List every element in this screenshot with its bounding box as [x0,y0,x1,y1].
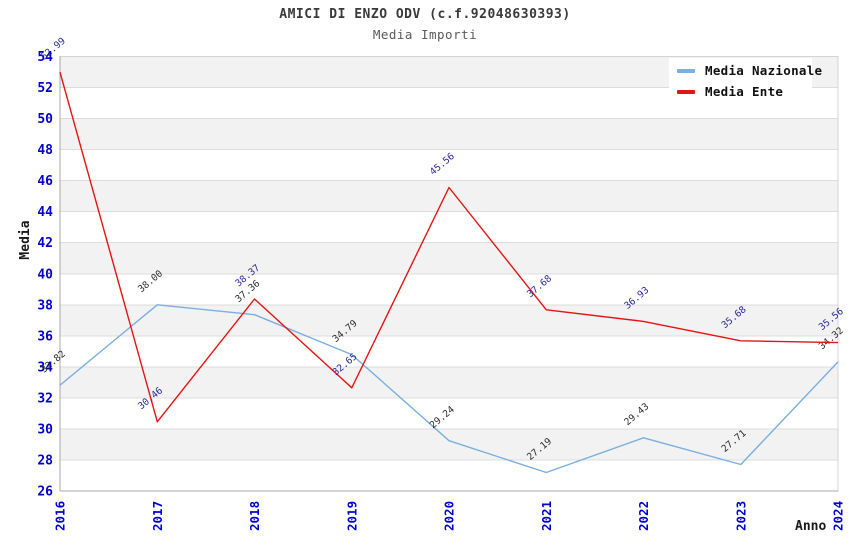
legend-line-nazionale-icon [677,68,695,73]
legend-label: Media Nazionale [705,63,823,78]
y-axis-title: Media [18,220,33,259]
series-line-media-nazionale [59,304,839,474]
y-tick-label: 40 [37,267,53,282]
legend-item-media-ente: Media Ente [677,82,812,101]
grid-band [60,180,838,212]
y-tick-label: 54 [37,50,53,65]
y-tick-label: 38 [37,298,53,313]
legend-line-ente-icon [677,89,695,94]
grid-band [60,428,838,460]
y-tick-label: 44 [37,205,53,220]
x-tick-label: 2023 [733,501,748,531]
data-label: 45.56 [428,151,457,178]
x-tick-label: 2016 [53,501,68,531]
data-label: 29.24 [428,404,457,431]
chart-legend: Media Nazionale Media Ente [669,58,822,104]
grid-band [60,118,838,150]
series-line-media-ente [59,72,839,423]
y-tick-label: 26 [37,485,53,500]
grid-band [60,242,838,274]
y-tick-label: 52 [37,81,53,96]
x-tick-label: 2019 [344,501,359,531]
y-tick-label: 32 [37,391,53,406]
y-tick-label: 28 [37,453,53,468]
x-axis-title: Anno [795,519,826,534]
chart-subtitle: Media Importi [372,27,478,42]
y-tick-label: 42 [37,236,53,251]
y-tick-label: 46 [37,174,53,189]
chart-title: AMICI DI ENZO ODV (c.f.92048630393) [279,7,571,22]
x-tick-label: 2024 [831,501,846,531]
legend-item-media-nazionale: Media Nazionale [677,61,822,80]
grid-band [60,304,838,336]
y-tick-label: 34 [37,360,53,375]
y-tick-label: 30 [37,422,53,437]
data-label: 29.43 [622,401,651,428]
x-tick-label: 2017 [150,501,165,531]
y-tick-label: 48 [37,143,53,158]
grid-band [60,366,838,398]
data-label: 37.68 [525,273,554,300]
x-tick-label: 2021 [539,501,554,531]
x-tick-label: 2020 [442,501,457,531]
y-tick-label: 50 [37,112,53,127]
y-tick-label: 36 [37,329,53,344]
x-tick-label: 2022 [636,501,651,531]
legend-label: Media Ente [705,84,784,99]
x-tick-label: 2018 [247,501,262,531]
